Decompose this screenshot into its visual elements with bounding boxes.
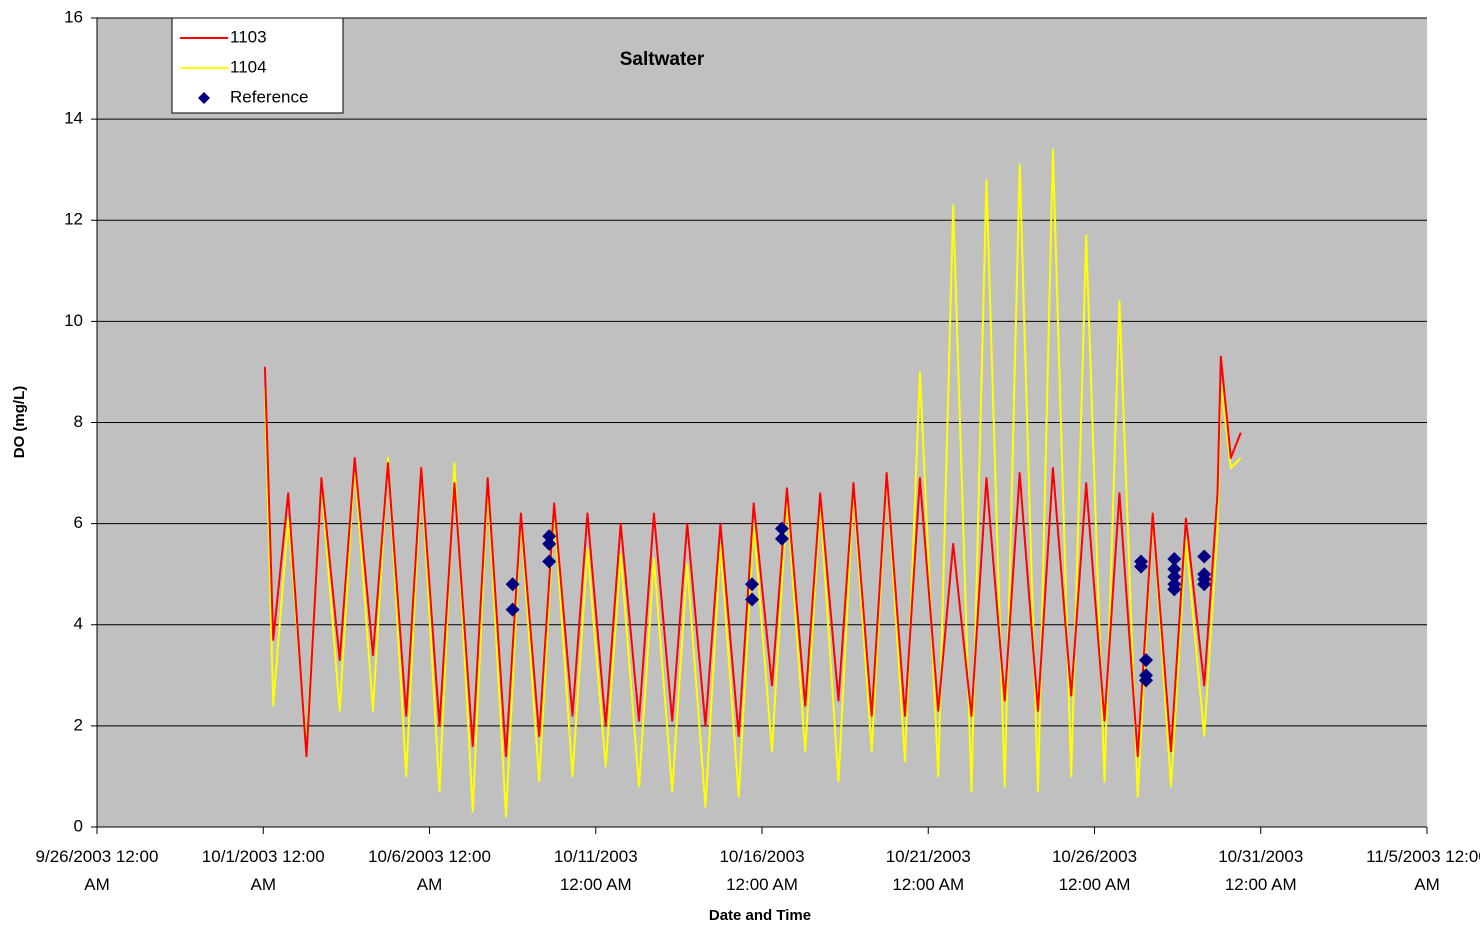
y-tick-label: 6 xyxy=(74,513,83,532)
reference-point xyxy=(745,577,760,592)
x-tick-label: 10/16/2003 12:00 AM xyxy=(719,847,805,894)
legend-label: 1104 xyxy=(230,57,267,76)
y-tick-label: 0 xyxy=(74,816,83,835)
series-line xyxy=(263,355,1242,758)
reference-point xyxy=(745,592,760,607)
y-axis-title: DO (mg/L) xyxy=(11,386,28,459)
reference-point xyxy=(1134,559,1149,574)
legend-label: Reference xyxy=(230,87,308,106)
y-tick-label: 2 xyxy=(74,715,83,734)
chart-title: Saltwater xyxy=(620,49,705,70)
x-tick-label: 10/1/2003 12:00 AM xyxy=(201,847,325,894)
x-tick-label: 10/6/2003 12:00 AM xyxy=(368,847,491,894)
reference-point xyxy=(1139,673,1154,688)
y-tick-label: 14 xyxy=(64,109,83,128)
x-tick-label: 10/21/2003 12:00 AM xyxy=(885,847,971,894)
reference-point xyxy=(774,521,789,536)
y-tick-label: 4 xyxy=(74,614,83,633)
reference-point xyxy=(1167,582,1182,597)
x-tick-label: 10/31/2003 12:00 AM xyxy=(1218,847,1304,894)
y-tick-label: 12 xyxy=(64,210,83,229)
y-tick-label: 8 xyxy=(74,412,83,431)
legend-marker xyxy=(198,92,210,104)
x-tick-label: 10/26/2003 12:00 AM xyxy=(1051,847,1138,894)
y-tick-label: 16 xyxy=(64,7,83,26)
y-tick-label: 10 xyxy=(64,311,83,330)
x-axis-title: Date and Time xyxy=(709,907,811,924)
reference-point xyxy=(1139,653,1154,668)
reference-point xyxy=(542,529,557,544)
reference-point xyxy=(542,536,557,551)
reference-point xyxy=(774,531,789,546)
x-tick-label: 11/5/2003 12:00 AM xyxy=(1366,847,1480,894)
reference-point xyxy=(1197,577,1212,592)
x-tick-label: 9/26/2003 12:00 AM xyxy=(35,847,159,894)
x-tick-label: 10/11/2003 12:00 AM xyxy=(553,847,638,894)
reference-point xyxy=(505,602,520,617)
legend-label: 1103 xyxy=(230,27,267,46)
reference-point xyxy=(505,577,520,592)
reference-point xyxy=(1167,569,1182,584)
reference-point xyxy=(1197,549,1212,564)
reference-point xyxy=(542,554,557,569)
reference-point xyxy=(1167,552,1182,567)
reference-point xyxy=(1167,562,1182,577)
